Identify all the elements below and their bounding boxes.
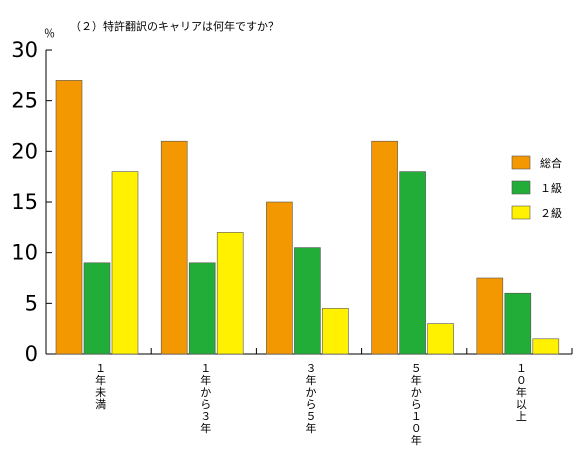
x-category-label: １年未満 <box>95 362 106 411</box>
bar-3-5 <box>532 338 560 355</box>
bar-1-1 <box>55 80 83 355</box>
y-ticks: 0 5 10 15 20 25 30 <box>11 38 52 366</box>
bar-2-4 <box>399 171 426 355</box>
bar-3-1 <box>111 171 139 355</box>
legend-swatch <box>511 180 531 195</box>
x-category-label: １年から３年 <box>200 362 211 435</box>
legend-swatch <box>511 155 531 170</box>
bar-2-3 <box>294 247 321 355</box>
bar-1-4 <box>371 140 398 355</box>
y-tick-label: 0 <box>25 342 38 366</box>
legend-swatch <box>511 205 531 220</box>
y-tick-label: 25 <box>11 89 38 113</box>
x-category-label: ３年から５年 <box>306 362 317 435</box>
bar-1-5 <box>476 277 504 355</box>
y-tick-label: 30 <box>11 38 38 62</box>
chart-title: （２）特許翻訳のキャリアは何年ですか？ <box>70 19 279 33</box>
y-tick-label: 20 <box>11 139 38 163</box>
bar-2-2 <box>188 262 216 355</box>
bar-2-1 <box>83 262 111 355</box>
y-tick-label: 5 <box>25 291 38 315</box>
legend-label: 総合 <box>540 156 562 170</box>
bars <box>55 80 560 355</box>
legend-label: １級 <box>540 182 562 195</box>
y-tick-label: 10 <box>11 241 38 265</box>
bar-2-5 <box>504 292 532 355</box>
x-category-label: ５年から１０年 <box>411 362 422 447</box>
bar-1-3 <box>266 201 293 355</box>
legend-label: ２級 <box>540 207 562 220</box>
x-category-labels: １年未満 １年から３年 ３年から５年 ５年から１０年 １０年以上 <box>95 362 527 447</box>
bar-3-2 <box>216 232 244 355</box>
x-category-label: １０年以上 <box>516 362 527 423</box>
y-axis-unit: ％ <box>44 27 55 40</box>
legend: 総合 １級 ２級 <box>511 155 562 220</box>
bar-1-2 <box>160 140 188 355</box>
y-tick-label: 15 <box>11 190 38 214</box>
bar-3-3 <box>322 308 349 355</box>
bar-3-4 <box>427 323 454 355</box>
